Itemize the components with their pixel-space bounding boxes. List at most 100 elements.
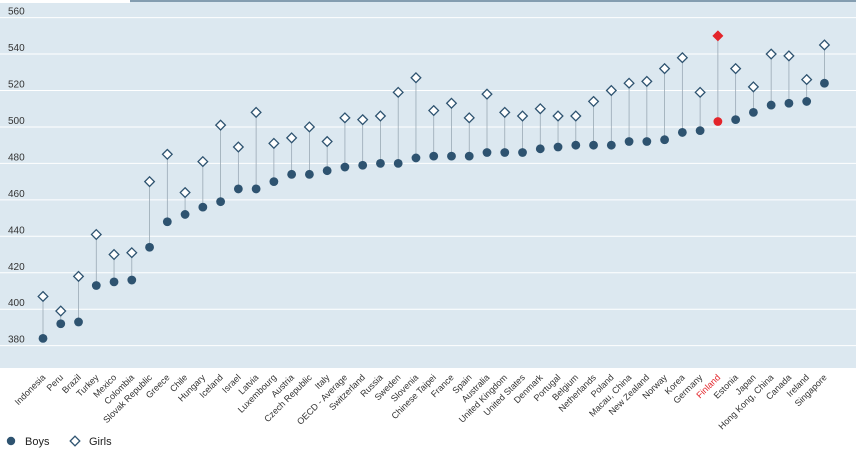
girls-point-brazil [72, 270, 85, 283]
boys-point-portugal [553, 142, 563, 152]
boys-point-austria [287, 169, 297, 179]
boys-point-sweden [393, 159, 403, 168]
boys-point-germany [695, 126, 705, 135]
x-label-indonesia: Indonesia [13, 372, 48, 407]
girls-point-hungary [197, 155, 209, 168]
girls-points [37, 30, 831, 317]
boys-point-united-states [518, 148, 527, 157]
connector-lines [42, 35, 825, 339]
y-tick-540: 540 [8, 43, 25, 54]
legend-boys-marker [6, 436, 16, 446]
boys-point-indonesia [38, 333, 48, 343]
gridlines [0, 17, 856, 347]
boys-point-united-kingdom [500, 148, 510, 157]
legend-boys-label: Boys [25, 436, 50, 448]
girls-point-luxembourg [268, 137, 280, 150]
girls-point-united-states [516, 110, 529, 122]
girls-point-denmark [534, 103, 546, 115]
girls-point-estonia [729, 62, 742, 75]
boys-point-slovenia [411, 153, 421, 163]
boys-point-czech-republic [305, 169, 314, 179]
girls-point-singapore [818, 39, 831, 51]
legend-girls-marker [69, 435, 81, 447]
boys-point-finland [713, 117, 723, 126]
legend: Boys Girls [6, 435, 112, 448]
boys-point-spain [464, 151, 474, 161]
y-tick-560: 560 [8, 7, 25, 18]
girls-point-australia [481, 88, 493, 100]
boys-point-denmark [535, 144, 545, 154]
boys-point-slovak-republic [145, 242, 154, 252]
girls-point-germany [694, 86, 706, 99]
girls-point-chinese-taipei [428, 104, 440, 117]
girls-point-russia [374, 110, 387, 122]
girls-point-czech-republic [303, 121, 316, 133]
boys-point-japan [749, 107, 758, 117]
boys-points [38, 78, 829, 343]
girls-point-italy [321, 135, 333, 148]
girls-point-peru [55, 305, 67, 317]
y-tick-500: 500 [8, 116, 25, 127]
boys-point-estonia [731, 115, 741, 125]
girls-point-chile [179, 186, 191, 199]
boys-point-italy [322, 166, 332, 176]
boys-point-singapore [820, 78, 829, 88]
girls-point-switzerland [356, 113, 369, 126]
girls-point-japan [747, 81, 760, 93]
y-tick-420: 420 [8, 262, 25, 273]
boys-point-chile [180, 210, 190, 219]
girls-point-mexico [108, 248, 120, 261]
boys-point-latvia [251, 184, 261, 194]
y-tick-460: 460 [8, 189, 25, 200]
girls-point-korea [676, 51, 689, 64]
boys-point-switzerland [358, 160, 368, 170]
boys-point-hungary [198, 202, 208, 212]
y-tick-380: 380 [8, 335, 25, 346]
girls-point-belgium [570, 110, 582, 122]
y-tick-labels: 380 400 420 440 460 480 500 520 540 560 [8, 7, 25, 346]
boys-point-ireland [802, 97, 812, 106]
plot-background [0, 2, 856, 368]
girls-point-united-kingdom [499, 106, 511, 119]
girls-point-greece [161, 148, 174, 161]
girls-point-slovak-republic [143, 175, 156, 188]
girls-point-netherlands [587, 95, 600, 108]
y-tick-480: 480 [8, 152, 25, 163]
boys-point-peru [56, 319, 66, 329]
girls-point-latvia [250, 106, 262, 119]
girls-point-new-zealand [641, 75, 653, 88]
boys-point-australia [482, 148, 492, 157]
y-tick-520: 520 [8, 80, 25, 91]
boys-point-norway [660, 135, 669, 145]
boys-point-colombia [127, 275, 137, 285]
boys-point-mexico [109, 277, 119, 287]
boys-point-korea [677, 128, 687, 137]
boys-point-france [447, 151, 456, 161]
top-tab [0, 0, 130, 3]
boys-point-hong-kong-china [766, 100, 776, 110]
boys-point-russia [376, 159, 385, 168]
boys-point-iceland [216, 197, 226, 207]
girls-point-iceland [214, 119, 227, 131]
boys-point-netherlands [589, 140, 598, 150]
y-tick-440: 440 [8, 225, 25, 236]
y-tick-400: 400 [8, 298, 25, 309]
girls-point-austria [285, 132, 298, 144]
girls-point-turkey [90, 228, 102, 241]
boys-point-chinese-taipei [429, 151, 439, 161]
girls-point-oecd-average [339, 112, 351, 124]
girls-point-norway [658, 62, 671, 75]
x-tick-labels: IndonesiaPeruBrazilTurkeyMexicoColombiaS… [13, 372, 829, 431]
girls-point-indonesia [37, 290, 49, 303]
boys-point-turkey [91, 281, 101, 290]
girls-point-poland [605, 84, 618, 97]
boys-point-new-zealand [642, 137, 652, 146]
boys-point-oecd-average [340, 162, 350, 172]
girls-point-spain [463, 112, 475, 124]
girls-point-colombia [126, 246, 138, 259]
girls-point-ireland [800, 73, 813, 86]
legend-girls-label: Girls [89, 436, 112, 448]
girls-point-macau-china [623, 77, 635, 89]
